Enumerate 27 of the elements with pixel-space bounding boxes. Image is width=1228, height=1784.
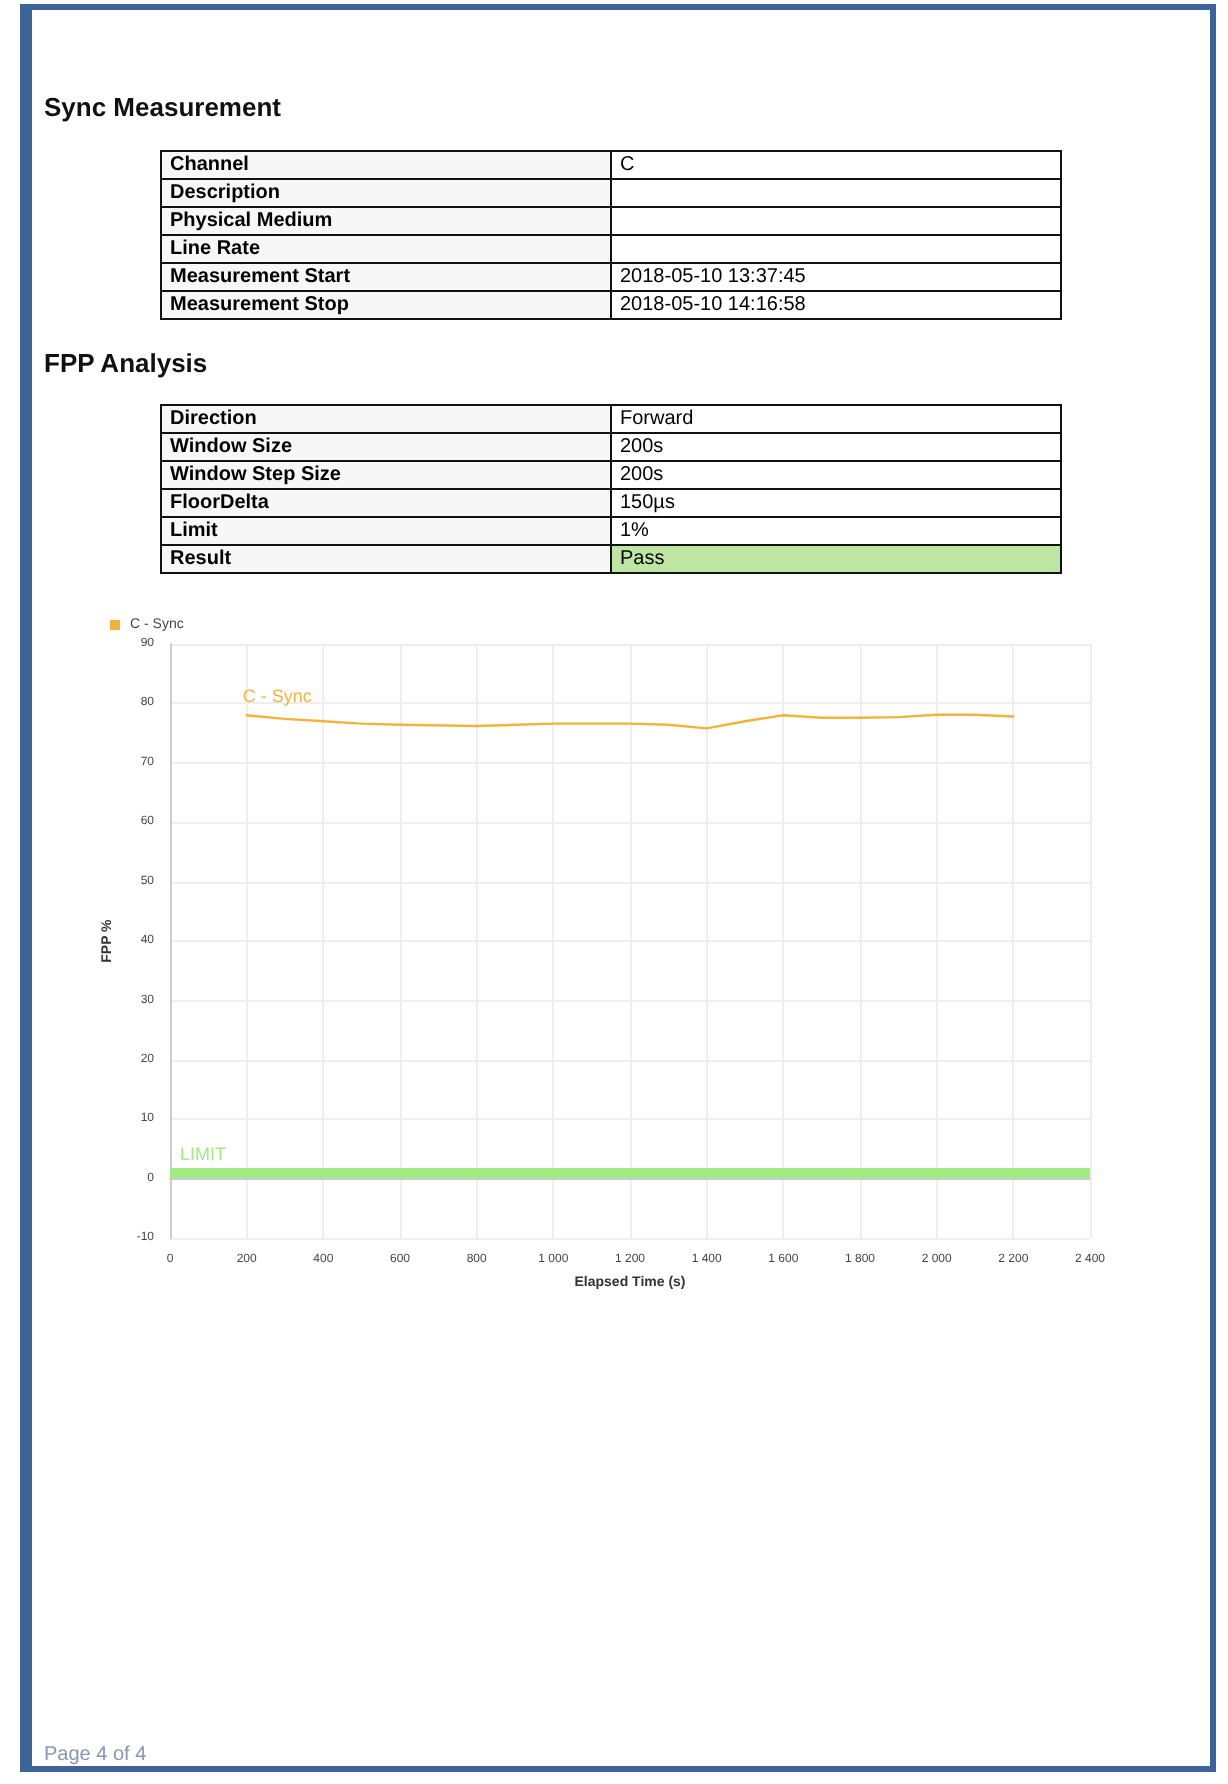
text: Description [161,179,611,207]
text: 2018-05-10 13:37:45 [611,263,1061,291]
text: Direction [161,405,611,433]
text: Sync Measurement [44,92,281,122]
text: 200s [611,433,1061,461]
ref-line-label: LIMIT [180,1143,228,1164]
text: 1% [611,517,1061,545]
text: Line Rate [161,235,611,263]
text: Limit [161,517,611,545]
text: Window Step Size [161,461,611,489]
text: 200s [611,461,1061,489]
text: FPP Analysis [44,348,208,378]
text: Forward [611,405,1061,433]
text: Channel [161,151,611,179]
text: Measurement Start [161,263,611,291]
text: 2018-05-10 14:16:58 [611,291,1061,319]
text: 150µs [611,489,1061,517]
text: C [611,151,1061,179]
line-series [245,713,1015,730]
text: Pass [611,545,1061,573]
text: Window Size [161,433,611,461]
text: Result [161,545,611,573]
text: FloorDelta [161,489,611,517]
text: Measurement Stop [161,291,611,319]
text: Physical Medium [161,207,611,235]
text: C - Sync [242,686,312,707]
text: Page 4 of 4 [44,1744,147,1766]
